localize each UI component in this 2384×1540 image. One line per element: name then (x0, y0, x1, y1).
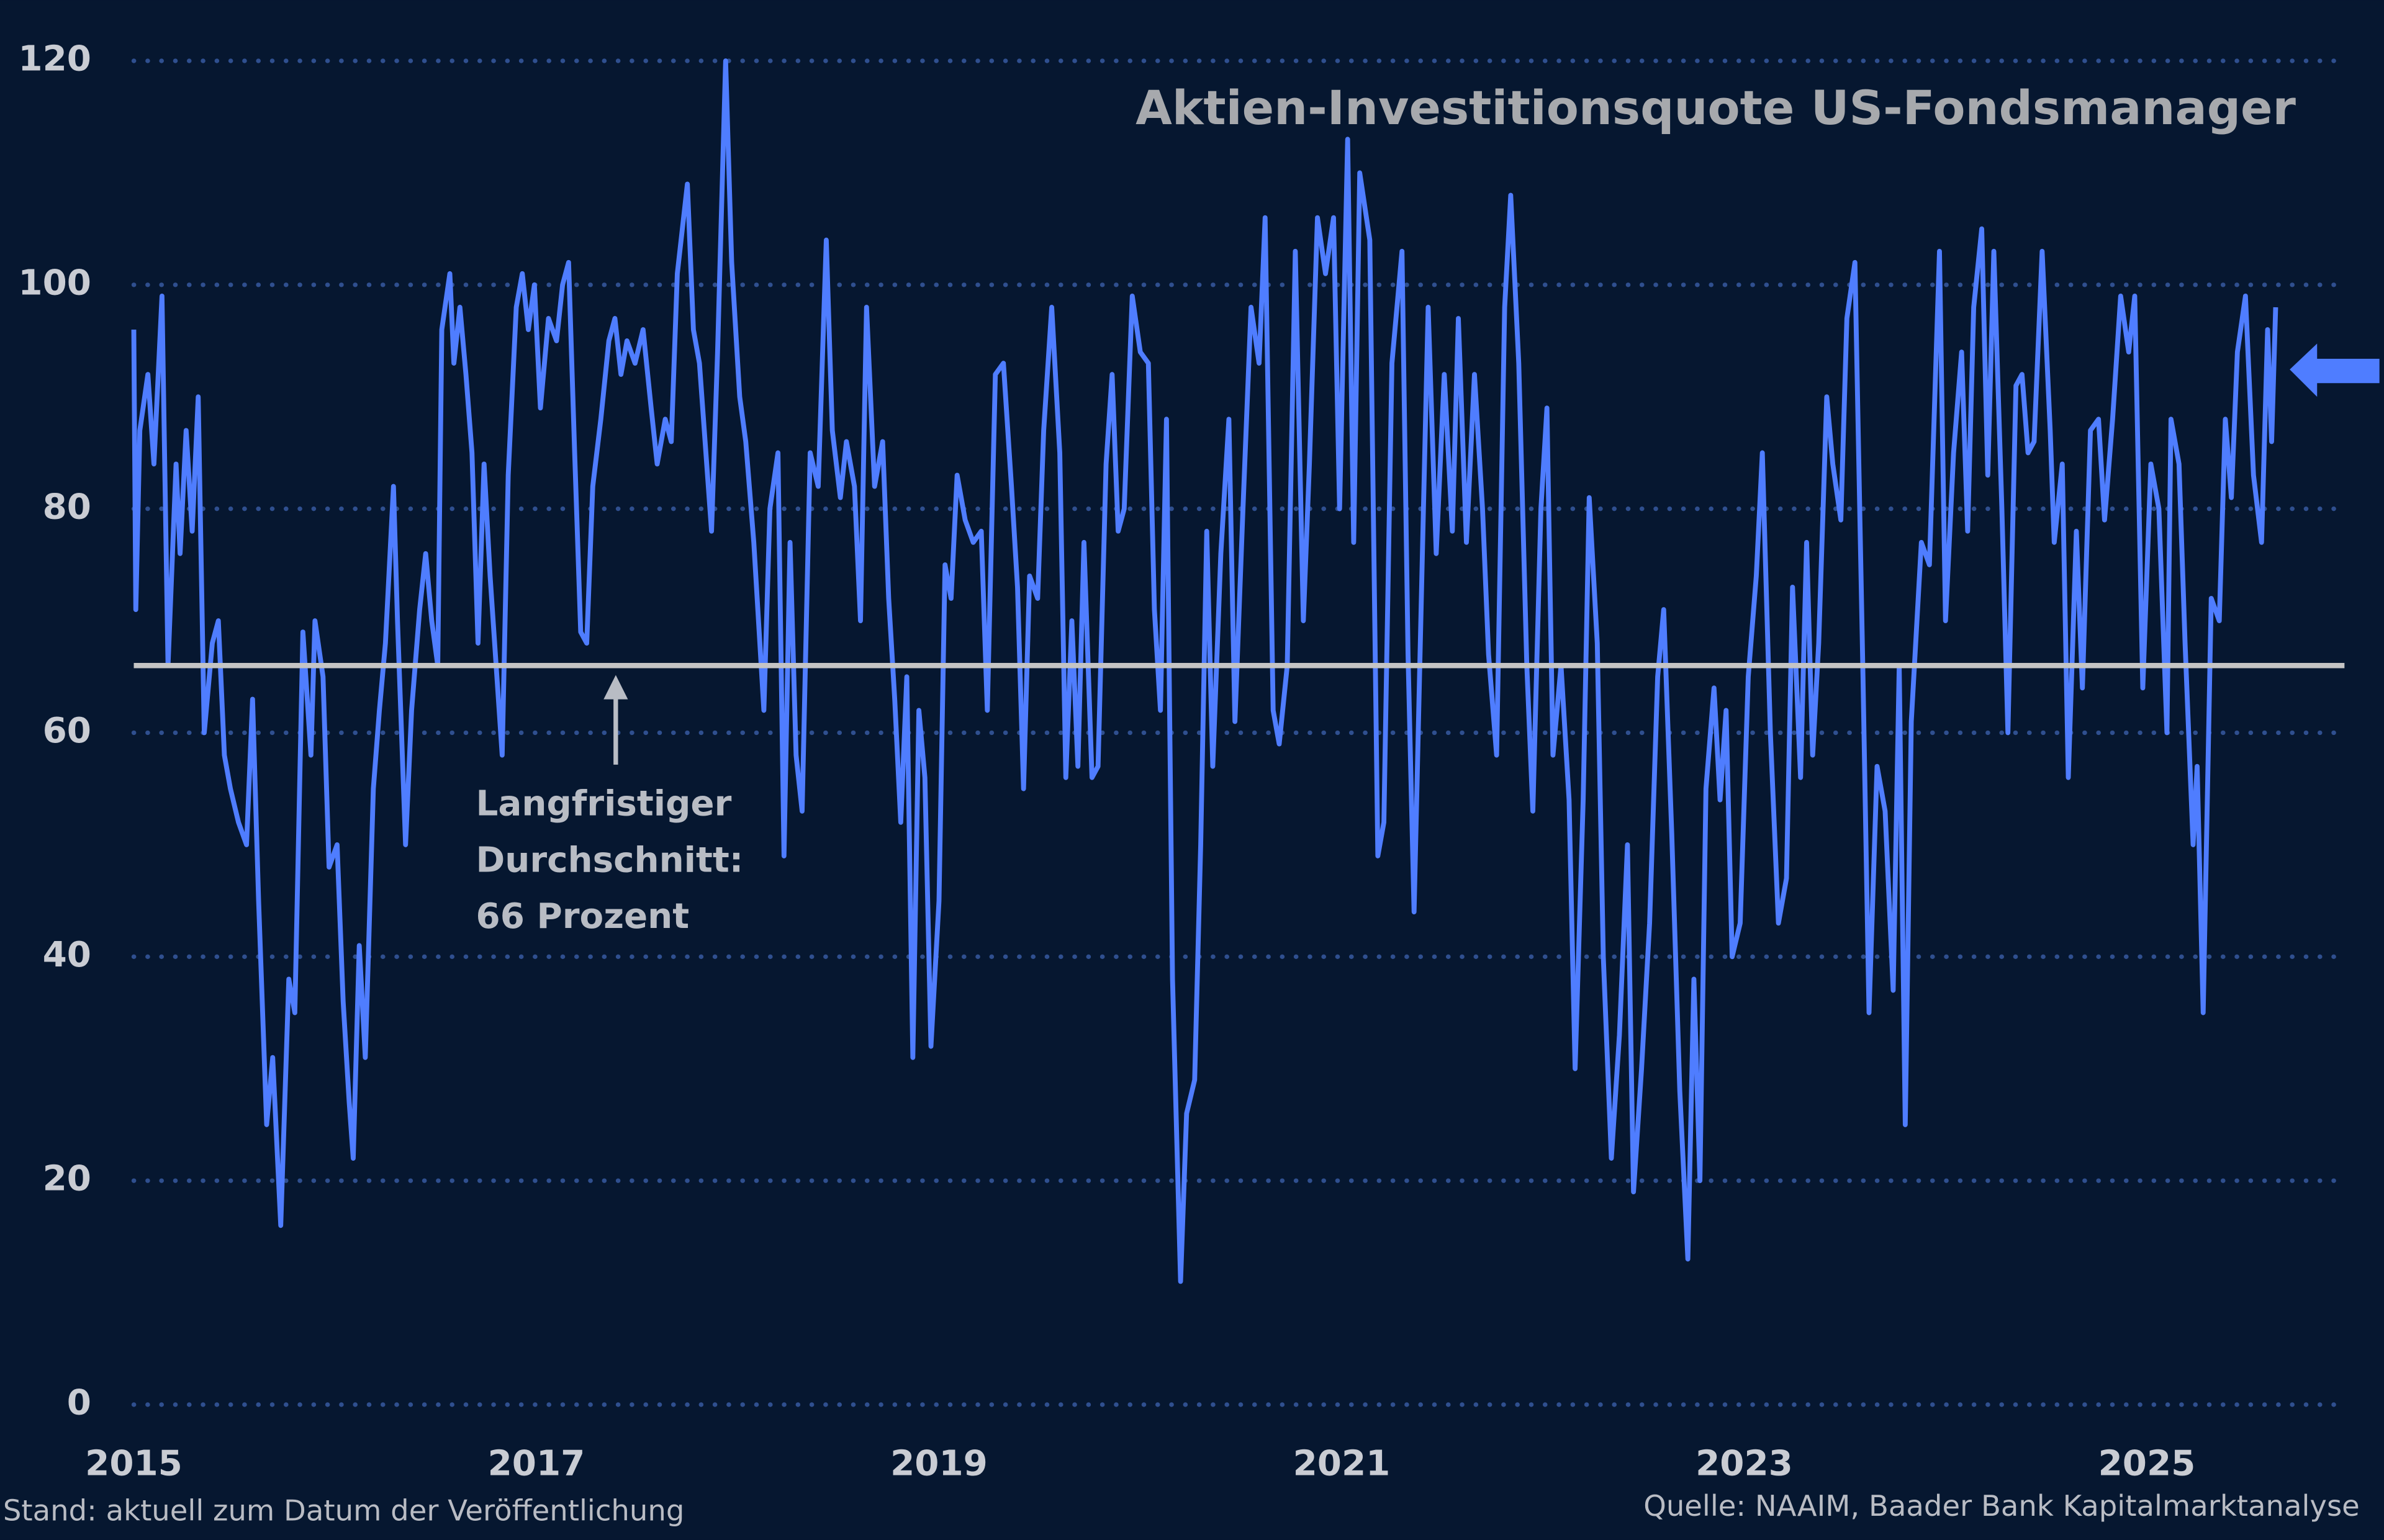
x-tick-label: 2015 (85, 1444, 183, 1484)
x-tick-label: 2025 (2098, 1444, 2196, 1484)
y-tick-label: 120 (18, 39, 91, 79)
annotation: 66 Prozent (476, 896, 690, 937)
y-tick-label: 80 (43, 487, 91, 527)
x-tick-label: 2023 (1695, 1444, 1793, 1484)
x-tick-label: 2021 (1293, 1444, 1391, 1484)
x-tick-label: 2019 (890, 1444, 988, 1484)
y-tick-label: 40 (43, 935, 91, 975)
annotation-arrow (603, 675, 628, 765)
y-tick-label: 100 (18, 263, 91, 303)
data-line (131, 58, 2278, 1284)
annotation: Langfristiger (476, 784, 732, 824)
annotation: Durchschnitt: (476, 840, 744, 880)
y-tick-label: 0 (67, 1383, 91, 1423)
x-tick-label: 2017 (488, 1444, 585, 1484)
footnote: Stand: aktuell zum Datum der Veröffentli… (3, 1493, 685, 1527)
y-tick-label: 20 (43, 1159, 91, 1199)
plot-area: 0 20 40 60 80 100 120 2015 2017 2019 2021 2023 2025 (18, 39, 2345, 1484)
y-tick-label: 60 (43, 711, 91, 751)
latest-arrow (2290, 343, 2380, 397)
source: Quelle: NAAIM, Baader Bank Kapitalmarkta… (1643, 1489, 2360, 1523)
chart-title: Aktien-Investitionsquote US-Fondsmanager (1136, 81, 2296, 135)
